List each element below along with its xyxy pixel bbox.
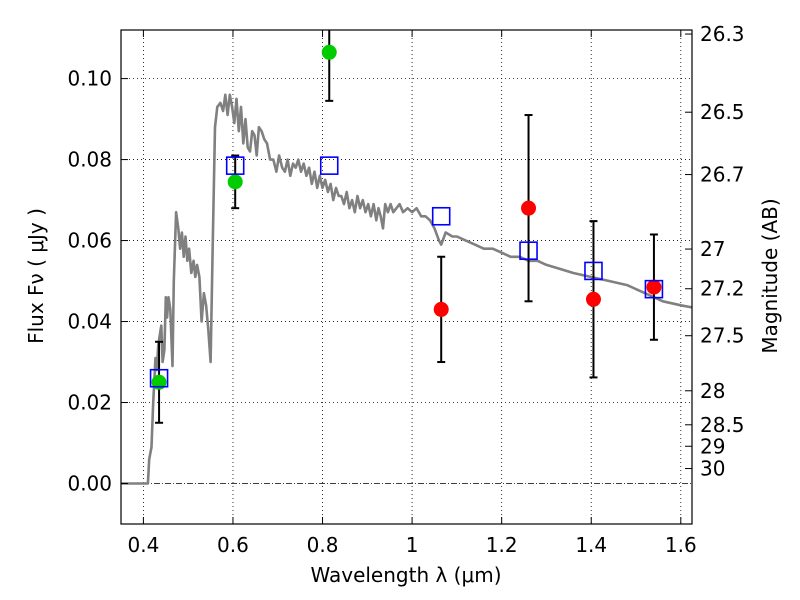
magnitude-tick-label: 30 [700, 457, 725, 481]
grid-lines [121, 30, 692, 524]
y-tick-label: 0.08 [67, 148, 112, 172]
model-spectrum [121, 93, 693, 485]
x-tick-label: 1.4 [575, 533, 607, 557]
x-tick-label: 0.8 [307, 533, 339, 557]
magnitude-tick-label: 26.7 [700, 163, 745, 187]
observed-photometry [151, 44, 662, 390]
y-tick-label: 0.06 [67, 229, 112, 253]
model-photometry-square [584, 261, 603, 281]
plot-frame [120, 29, 693, 525]
model-photometry-square [225, 156, 245, 175]
observed-point [227, 174, 243, 190]
observed-point [585, 291, 601, 307]
y-tick-label: 0.04 [67, 310, 112, 334]
x-tick-label: 1.2 [486, 533, 518, 557]
y-tick-label: 0.00 [67, 472, 112, 496]
y2-axis-label: Magnitude (AB) [758, 198, 782, 353]
y-tick-label: 0.10 [67, 67, 112, 91]
magnitude-tick-label: 29 [700, 434, 725, 458]
model-photometry [149, 156, 664, 388]
magnitude-tick-label: 27.5 [700, 324, 745, 348]
y-tick-label: 0.02 [67, 391, 112, 415]
model-photometry-square [644, 279, 664, 299]
magnitude-tick-label: 28 [700, 379, 725, 403]
model-photometry-square [149, 368, 169, 388]
observed-point [321, 44, 337, 60]
model-photometry-square [519, 241, 538, 260]
axis-ticks [121, 30, 692, 524]
x-tick-label: 1.6 [665, 533, 697, 557]
error-bars [155, 30, 658, 424]
model-photometry-square [319, 156, 339, 175]
observed-point [521, 200, 537, 216]
magnitude-tick-label: 28.5 [700, 413, 745, 437]
y-axis-label: Flux Fν ( μJy ) [24, 208, 48, 344]
observed-point [646, 279, 662, 295]
spectrum-line [121, 93, 693, 485]
magnitude-tick-label: 26.3 [700, 22, 745, 46]
magnitude-tick-label: 27 [700, 237, 725, 261]
magnitude-tick-label: 26.5 [700, 100, 745, 124]
x-tick-label: 1 [406, 533, 419, 557]
x-tick-label: 0.6 [217, 533, 249, 557]
magnitude-tick-label: 27.2 [700, 277, 745, 301]
y-tick-labels: 0.00 0.02 0.04 0.06 0.08 0.10 [67, 67, 112, 496]
x-tick-labels: 0.4 0.6 0.8 1 1.2 1.4 1.6 [127, 533, 696, 557]
observed-point [433, 301, 449, 317]
x-axis-label: Wavelength λ (μm) [310, 563, 501, 587]
model-photometry-square [431, 206, 451, 226]
x-tick-label: 0.4 [127, 533, 159, 557]
